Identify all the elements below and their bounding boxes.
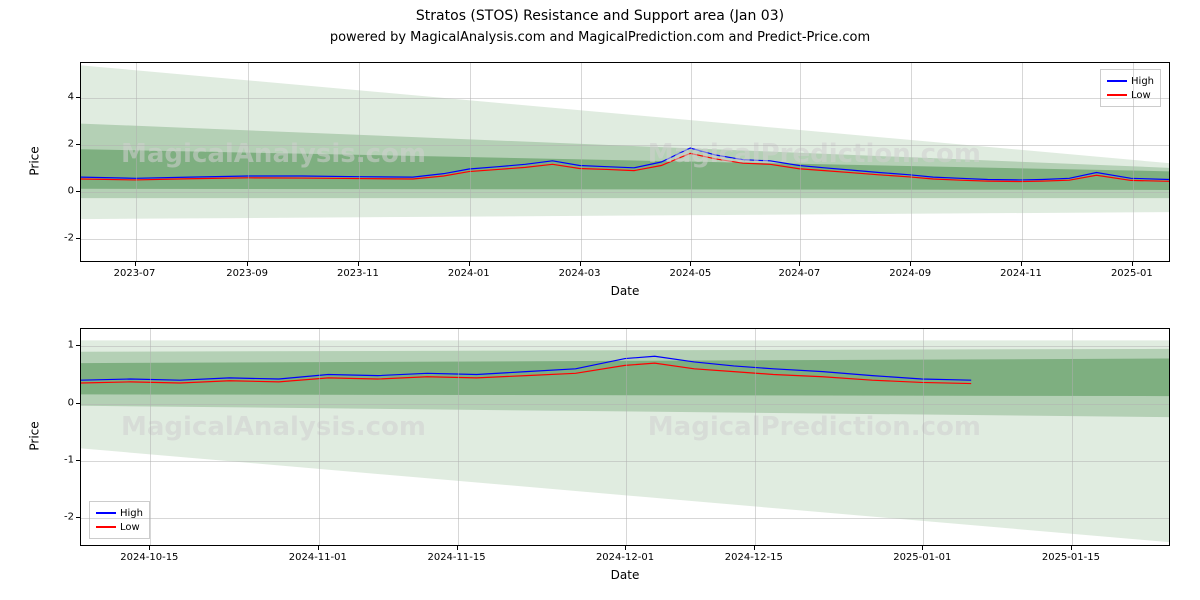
x-axis-label: Date <box>80 568 1170 582</box>
x-tick-label: 2025-01-15 <box>1042 552 1100 563</box>
gridline <box>911 63 912 261</box>
bottom-chart-svg <box>81 329 1169 545</box>
y-tick-mark <box>76 460 80 461</box>
x-tick-mark <box>690 262 691 266</box>
legend-swatch <box>1107 94 1127 96</box>
x-tick-mark <box>135 262 136 266</box>
x-tick-label: 2024-03 <box>559 268 601 279</box>
x-tick-label: 2023-07 <box>114 268 156 279</box>
gridline <box>470 63 471 261</box>
x-tick-mark <box>580 262 581 266</box>
x-tick-label: 2024-11 <box>1000 268 1042 279</box>
gridline <box>81 518 1169 519</box>
x-tick-mark <box>247 262 248 266</box>
gridline <box>150 329 151 545</box>
gridline <box>923 329 924 545</box>
gridline <box>458 329 459 545</box>
x-tick-label: 2025-01 <box>1111 268 1153 279</box>
gridline <box>81 239 1169 240</box>
y-tick-mark <box>76 517 80 518</box>
gridline <box>248 63 249 261</box>
x-tick-mark <box>358 262 359 266</box>
y-tick-label: -2 <box>50 233 74 244</box>
top-chart: MagicalAnalysis.com MagicalPrediction.co… <box>80 62 1170 262</box>
x-tick-label: 2024-01 <box>448 268 490 279</box>
y-tick-label: 4 <box>50 92 74 103</box>
y-tick-mark <box>76 191 80 192</box>
x-tick-mark <box>1021 262 1022 266</box>
y-tick-label: 2 <box>50 139 74 150</box>
legend: High Low <box>1100 69 1161 107</box>
gridline <box>1072 329 1073 545</box>
gridline <box>1133 63 1134 261</box>
y-tick-label: 0 <box>50 186 74 197</box>
legend-label: Low <box>120 522 140 533</box>
gridline <box>359 63 360 261</box>
y-tick-label: -1 <box>50 454 74 465</box>
x-tick-mark <box>1071 546 1072 550</box>
x-tick-mark <box>149 546 150 550</box>
legend-swatch <box>1107 80 1127 82</box>
legend-swatch <box>96 512 116 514</box>
x-tick-label: 2024-05 <box>669 268 711 279</box>
y-tick-mark <box>76 403 80 404</box>
legend: High Low <box>89 501 150 539</box>
y-tick-label: 1 <box>50 340 74 351</box>
x-tick-label: 2024-11-15 <box>427 552 485 563</box>
x-axis-label: Date <box>80 284 1170 298</box>
gridline <box>81 346 1169 347</box>
x-tick-mark <box>469 262 470 266</box>
x-tick-mark <box>625 546 626 550</box>
legend-label: High <box>1131 76 1154 87</box>
x-tick-mark <box>799 262 800 266</box>
y-axis-label: Price <box>28 146 42 175</box>
y-tick-mark <box>76 238 80 239</box>
x-tick-label: 2024-12-15 <box>725 552 783 563</box>
x-tick-mark <box>318 546 319 550</box>
x-tick-mark <box>910 262 911 266</box>
gridline <box>81 192 1169 193</box>
y-tick-mark <box>76 144 80 145</box>
gridline <box>81 145 1169 146</box>
gridline <box>81 98 1169 99</box>
bottom-chart: MagicalAnalysis.com MagicalPrediction.co… <box>80 328 1170 546</box>
x-tick-label: 2025-01-01 <box>893 552 951 563</box>
gridline <box>800 63 801 261</box>
y-tick-mark <box>76 345 80 346</box>
y-tick-mark <box>76 97 80 98</box>
gridline <box>319 329 320 545</box>
gridline <box>691 63 692 261</box>
page-title: Stratos (STOS) Resistance and Support ar… <box>0 8 1200 24</box>
gridline <box>581 63 582 261</box>
x-tick-label: 2023-11 <box>337 268 379 279</box>
x-tick-label: 2024-09 <box>889 268 931 279</box>
gridline <box>136 63 137 261</box>
x-tick-label: 2024-10-15 <box>120 552 178 563</box>
x-tick-mark <box>1132 262 1133 266</box>
x-tick-label: 2024-11-01 <box>289 552 347 563</box>
legend-item-high: High <box>1107 74 1154 88</box>
gridline <box>1022 63 1023 261</box>
page-subtitle: powered by MagicalAnalysis.com and Magic… <box>0 30 1200 45</box>
x-tick-label: 2023-09 <box>226 268 268 279</box>
x-tick-label: 2024-07 <box>778 268 820 279</box>
legend-item-low: Low <box>1107 88 1154 102</box>
y-tick-label: -2 <box>50 512 74 523</box>
x-tick-label: 2024-12-01 <box>596 552 654 563</box>
legend-swatch <box>96 526 116 528</box>
support-resistance-band <box>81 359 1169 397</box>
legend-label: High <box>120 508 143 519</box>
y-axis-label: Price <box>28 421 42 450</box>
gridline <box>755 329 756 545</box>
x-tick-mark <box>922 546 923 550</box>
gridline <box>81 461 1169 462</box>
y-tick-label: 0 <box>50 397 74 408</box>
x-tick-mark <box>754 546 755 550</box>
gridline <box>626 329 627 545</box>
top-chart-svg <box>81 63 1169 261</box>
legend-item-low: Low <box>96 520 143 534</box>
x-tick-mark <box>457 546 458 550</box>
gridline <box>81 404 1169 405</box>
